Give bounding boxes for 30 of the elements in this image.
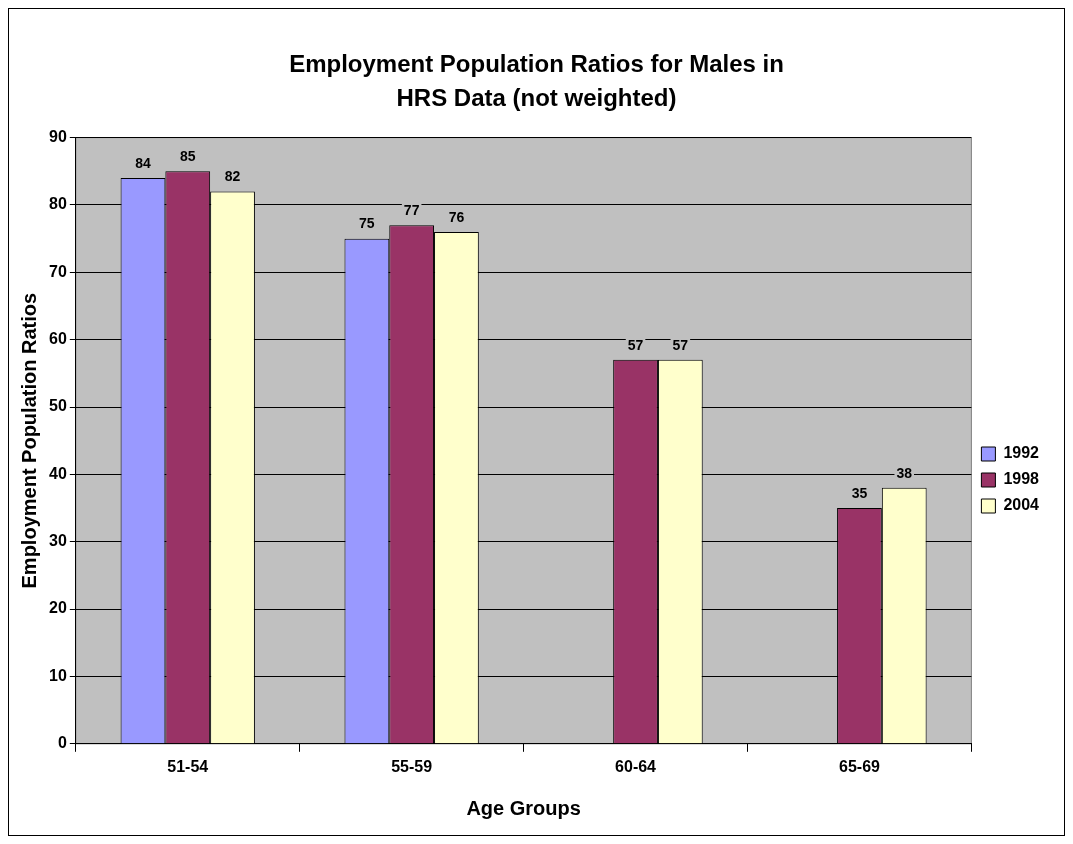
data-label: 57 (627, 336, 644, 353)
data-label: 75 (359, 215, 375, 232)
y-tick-label: 0 (57, 734, 67, 752)
y-tick-label: 70 (49, 262, 67, 280)
y-tick-label: 80 (49, 195, 67, 213)
y-tick-label: 90 (49, 128, 67, 146)
x-tick-label: 65-69 (838, 757, 881, 775)
data-label: 85 (179, 148, 196, 165)
y-tick-label: 30 (49, 532, 67, 550)
data-label: 82 (224, 168, 241, 185)
data-label: 57 (672, 336, 689, 353)
chart-title: Employment Population Ratios for Males in HRS Data (not weighted) (288, 49, 785, 113)
y-axis-title: Employment Population Ratios (17, 292, 40, 589)
data-label: 77 (403, 202, 420, 219)
x-tick-label: 51-54 (167, 757, 209, 775)
legend-label: 1998 (1003, 470, 1040, 488)
y-tick-label: 20 (49, 599, 67, 617)
data-label: 38 (896, 464, 913, 481)
x-tick-label: 55-59 (391, 757, 433, 775)
data-label: 84 (135, 154, 151, 171)
legend-label: 2004 (1003, 496, 1040, 514)
y-tick-label: 40 (49, 464, 67, 482)
x-axis-title: Age Groups (466, 796, 581, 819)
x-tick-label: 60-64 (615, 757, 657, 775)
y-tick-label: 60 (49, 330, 67, 348)
y-tick-label: 50 (49, 397, 67, 415)
legend-label: 1992 (1003, 444, 1040, 462)
y-tick-label: 10 (49, 666, 67, 684)
data-label: 76 (448, 208, 465, 225)
data-label: 35 (851, 484, 868, 501)
